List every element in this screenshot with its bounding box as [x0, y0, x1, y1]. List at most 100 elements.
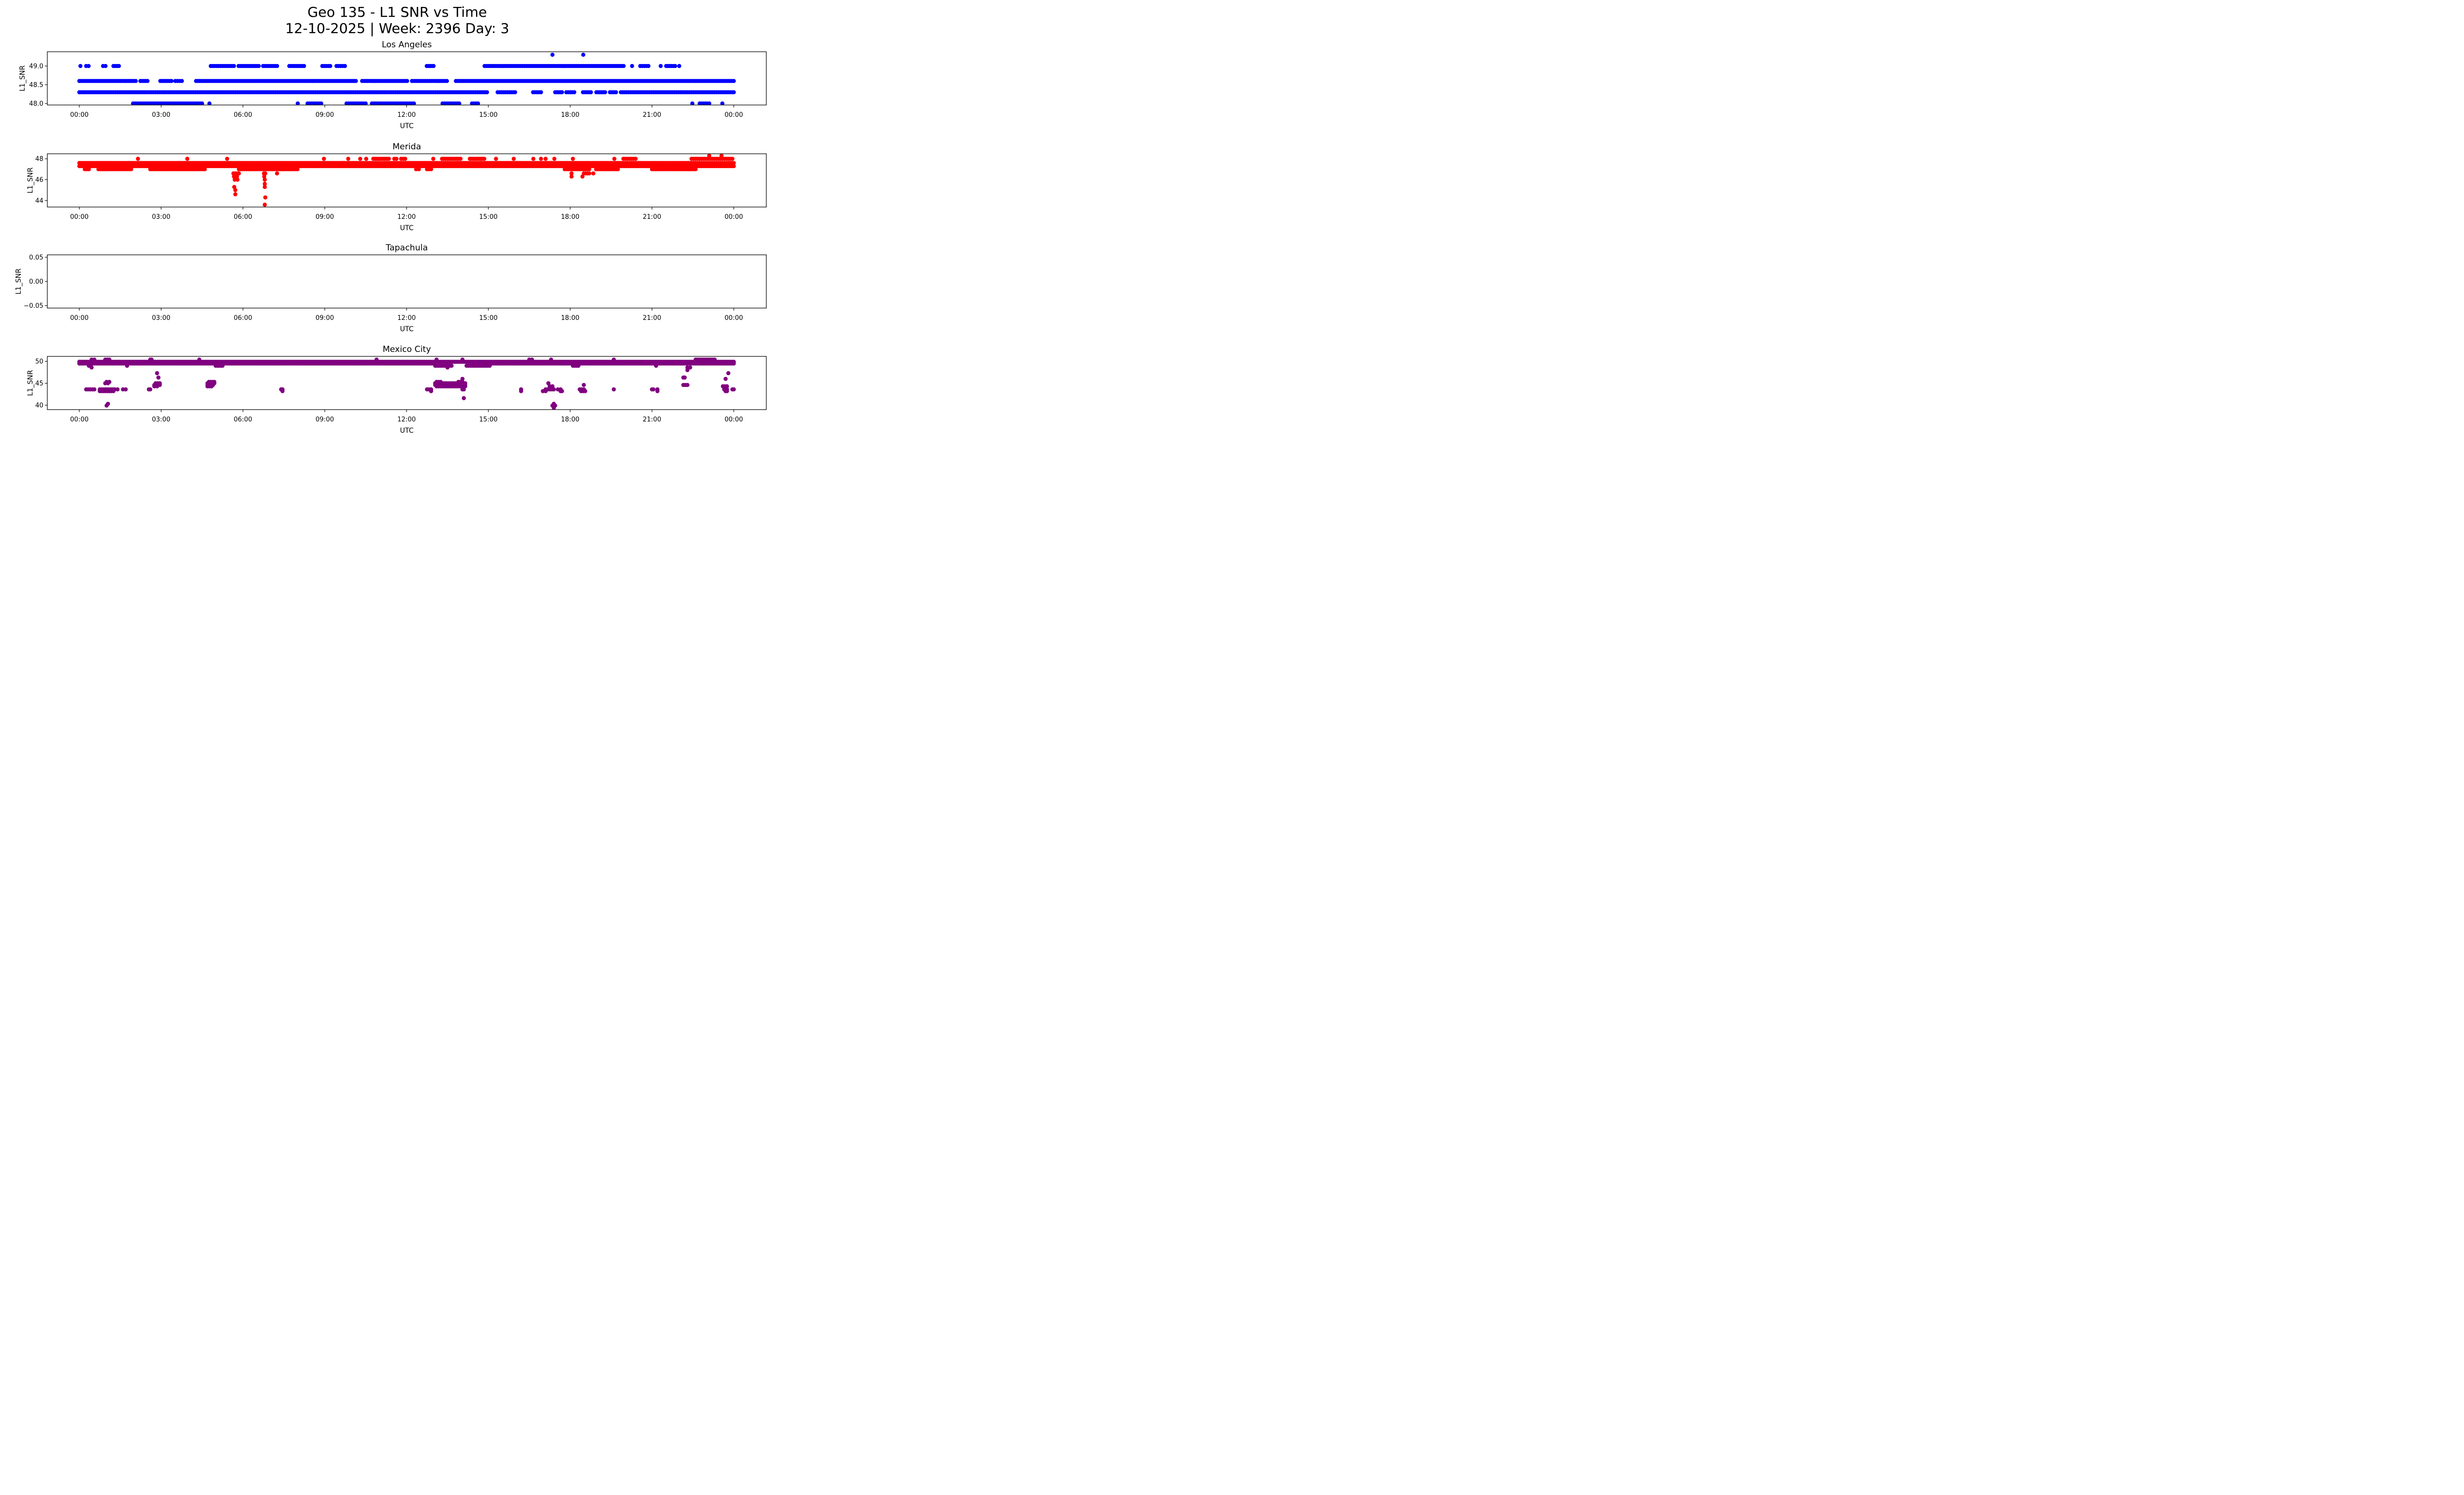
data-point — [588, 90, 593, 95]
x-tick-label: 00:00 — [70, 111, 88, 119]
data-point — [720, 101, 724, 105]
data-point — [411, 101, 416, 105]
data-point — [462, 387, 466, 392]
data-point — [621, 64, 626, 69]
x-tick-label: 03:00 — [152, 416, 170, 423]
markers-mexico-city — [77, 357, 736, 410]
data-point — [237, 171, 241, 176]
data-point — [614, 90, 618, 95]
data-point — [560, 90, 564, 95]
x-tick-label: 09:00 — [315, 416, 334, 423]
x-axis-label: UTC — [400, 122, 414, 130]
x-tick-label: 15:00 — [479, 111, 497, 119]
x-tick-label: 03:00 — [152, 111, 170, 119]
data-point — [342, 64, 347, 69]
data-point — [235, 174, 240, 179]
data-point — [544, 156, 548, 161]
data-point — [104, 403, 109, 408]
data-point — [685, 368, 690, 373]
y-tick-label: 48.5 — [29, 81, 43, 89]
y-axis-label: L1_SNR — [27, 370, 34, 396]
data-point — [731, 79, 736, 83]
data-point — [155, 371, 159, 376]
data-point — [569, 174, 574, 179]
data-point — [203, 167, 207, 172]
data-point — [107, 357, 112, 362]
data-point — [582, 382, 586, 387]
x-tick-label: 12:00 — [397, 314, 415, 322]
data-point — [145, 79, 150, 83]
data-point — [685, 382, 690, 387]
data-point — [457, 101, 461, 105]
data-point — [646, 64, 651, 69]
data-point — [560, 389, 564, 393]
data-point — [125, 363, 130, 368]
data-point — [731, 161, 736, 165]
data-point — [225, 156, 230, 161]
data-point — [263, 177, 267, 182]
data-point — [86, 64, 91, 69]
x-tick-label: 00:00 — [724, 314, 743, 322]
data-point — [655, 389, 660, 393]
data-point — [232, 64, 236, 69]
x-axis-label: UTC — [400, 427, 414, 435]
data-point — [111, 389, 116, 393]
data-point — [235, 177, 240, 182]
data-point — [233, 188, 238, 192]
x-tick-label: 09:00 — [315, 213, 334, 221]
data-point — [683, 375, 687, 380]
x-tick-label: 00:00 — [70, 213, 88, 221]
data-point — [78, 64, 83, 69]
x-tick-label: 00:00 — [724, 111, 743, 119]
y-tick-label: 45 — [35, 380, 43, 387]
x-tick-label: 03:00 — [152, 213, 170, 221]
data-point — [616, 167, 620, 172]
x-tick-label: 06:00 — [234, 111, 252, 119]
y-tick-label: 46 — [35, 176, 43, 184]
subplot-los-angeles: Los Angeles 00:00 03:00 06:00 09:00 12:00 15:0… — [19, 40, 767, 130]
data-point — [587, 167, 591, 172]
data-point — [581, 52, 585, 57]
subplot-title: Tapachula — [385, 243, 428, 253]
data-point — [185, 156, 190, 161]
x-tick-label: 09:00 — [315, 314, 334, 322]
x-axis-label: UTC — [400, 224, 414, 232]
data-point — [431, 64, 436, 69]
data-point — [200, 101, 205, 105]
y-axis-label: L1_SNR — [27, 167, 34, 193]
data-point — [123, 387, 128, 392]
x-tick-label: 21:00 — [643, 111, 661, 119]
data-point — [207, 101, 212, 105]
data-point — [482, 156, 486, 161]
data-point — [358, 156, 363, 161]
axes-frame — [47, 254, 767, 309]
data-point — [263, 185, 267, 189]
data-point — [485, 90, 489, 95]
data-point — [295, 167, 300, 172]
x-tick-label: 21:00 — [643, 416, 661, 423]
data-point — [429, 167, 433, 172]
data-point — [633, 156, 638, 161]
data-point — [494, 156, 498, 161]
data-point — [92, 357, 97, 362]
data-point — [374, 357, 379, 362]
data-point — [530, 357, 534, 362]
data-point — [274, 64, 279, 69]
data-point — [256, 64, 261, 69]
data-point — [719, 154, 724, 158]
figure-title-line2: 12-10-2025 | Week: 2396 Day: 3 — [285, 20, 510, 36]
data-point — [519, 389, 523, 393]
data-point — [87, 167, 91, 172]
data-point — [677, 64, 682, 69]
data-point — [513, 90, 517, 95]
data-point — [549, 357, 553, 362]
data-point — [583, 389, 587, 393]
data-point — [262, 174, 267, 179]
data-point — [630, 64, 634, 69]
data-point — [673, 64, 678, 69]
x-tick-label: 00:00 — [724, 213, 743, 221]
x-tick-label: 00:00 — [724, 416, 743, 423]
x-tick-label: 18:00 — [561, 111, 579, 119]
data-point — [434, 357, 439, 362]
data-point — [394, 156, 399, 161]
